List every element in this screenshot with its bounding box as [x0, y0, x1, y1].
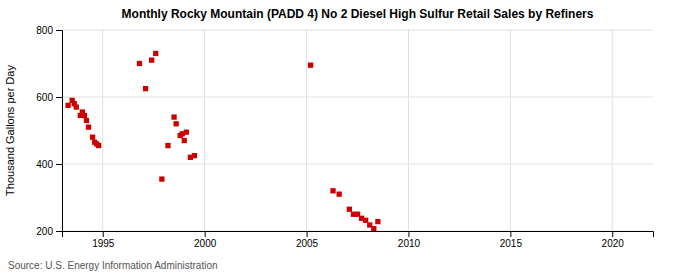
point: [86, 125, 91, 130]
tick-label: 1995: [92, 238, 115, 249]
y-axis-title: Thousand Gallons per Day: [4, 65, 16, 196]
axis-line: [63, 232, 654, 238]
y-axis: 200 400 600 800: [36, 25, 62, 237]
point: [347, 207, 352, 212]
grid-line: [204, 30, 205, 231]
tick: 400: [36, 159, 62, 170]
point: [308, 63, 313, 68]
point: [143, 86, 148, 91]
tick: 1995: [92, 231, 115, 249]
point: [171, 114, 176, 119]
tick: 2010: [398, 231, 421, 249]
tick-mark: [103, 231, 104, 237]
tick-label: 2015: [500, 238, 523, 249]
grid-line: [62, 164, 653, 165]
point: [184, 130, 189, 135]
grid-line: [62, 30, 653, 31]
chart: 1995 2000 2005 2010 2015 2020 200 400 600 800 Mont…: [0, 0, 675, 275]
point: [192, 153, 197, 158]
x-axis: 1995 2000 2005 2010 2015 2020: [63, 231, 654, 249]
grid-line: [306, 30, 307, 231]
tick: 600: [36, 92, 62, 103]
point: [371, 226, 376, 231]
tick: 2015: [500, 231, 523, 249]
tick-mark: [56, 97, 62, 98]
point: [82, 113, 87, 118]
grid-line: [102, 30, 103, 231]
point: [182, 138, 187, 143]
grid: [62, 30, 653, 231]
point: [149, 58, 154, 63]
point: [337, 192, 342, 197]
annotation: Source: U.S. Energy Information Administ…: [8, 260, 218, 271]
tick-mark: [205, 231, 206, 237]
point: [90, 135, 95, 140]
tick-mark: [612, 231, 613, 237]
point: [363, 218, 368, 223]
tick-label: 400: [36, 159, 53, 170]
tick-label: 200: [36, 226, 53, 237]
tick-label: 2005: [296, 238, 319, 249]
tick-label: 2020: [602, 238, 625, 249]
tick-label: 800: [36, 25, 53, 36]
plot-area: 1995 2000 2005 2010 2015 2020 200 400 600 800: [36, 25, 653, 249]
point: [65, 103, 70, 108]
axis-line: [56, 31, 63, 232]
tick-label: 2000: [194, 238, 217, 249]
point: [153, 51, 158, 56]
point: [173, 121, 178, 126]
grid-line: [510, 30, 511, 231]
point: [330, 188, 335, 193]
tick-mark: [510, 231, 511, 237]
tick-label: 2010: [398, 238, 421, 249]
grid-line: [612, 30, 613, 231]
point: [84, 118, 89, 123]
tick-mark: [408, 231, 409, 237]
tick-label: 600: [36, 92, 53, 103]
points: [65, 51, 380, 231]
point: [74, 104, 79, 109]
grid-line: [62, 97, 653, 98]
tick: 800: [36, 25, 62, 36]
tick: 2005: [296, 231, 319, 249]
tick-mark: [307, 231, 308, 237]
point: [375, 219, 380, 224]
point: [165, 143, 170, 148]
tick: 2020: [602, 231, 625, 249]
point: [96, 143, 101, 148]
tick: 2000: [194, 231, 217, 249]
tick: 200: [36, 226, 62, 237]
grid-line: [408, 30, 409, 231]
tick-mark: [56, 164, 62, 165]
tick-mark: [56, 30, 62, 31]
point: [137, 61, 142, 66]
tick-mark: [56, 231, 62, 232]
point: [159, 176, 164, 181]
title: Monthly Rocky Mountain (PADD 4) No 2 Die…: [122, 7, 594, 21]
